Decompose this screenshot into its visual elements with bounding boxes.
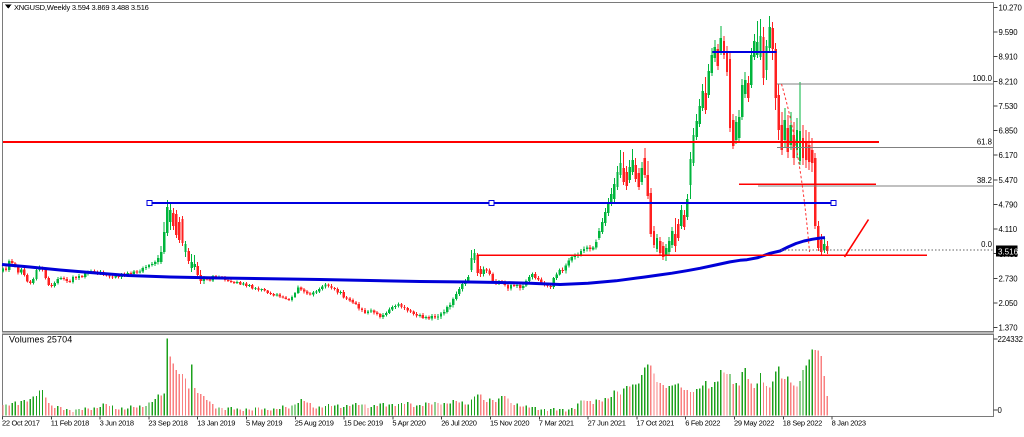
svg-text:8.910: 8.910: [999, 52, 1019, 61]
svg-text:Volumes 25704: Volumes 25704: [9, 335, 72, 345]
svg-text:7.530: 7.530: [999, 102, 1019, 111]
svg-text:29 May 2022: 29 May 2022: [734, 419, 774, 428]
svg-text:61.8: 61.8: [977, 138, 992, 147]
svg-text:15 Nov 2020: 15 Nov 2020: [490, 419, 529, 428]
svg-text:1.370: 1.370: [999, 324, 1019, 333]
svg-text:13 Jan 2019: 13 Jan 2019: [197, 419, 235, 428]
svg-text:5 Apr 2020: 5 Apr 2020: [392, 419, 425, 428]
svg-text:23 Sep 2018: 23 Sep 2018: [148, 419, 187, 428]
svg-text:11 Feb 2018: 11 Feb 2018: [51, 419, 89, 428]
svg-text:2.730: 2.730: [999, 275, 1019, 284]
svg-text:6.170: 6.170: [999, 151, 1019, 160]
svg-text:27 Jun 2021: 27 Jun 2021: [588, 419, 626, 428]
svg-text:3.516: 3.516: [998, 247, 1019, 256]
svg-text:7 Mar 2021: 7 Mar 2021: [539, 419, 574, 428]
svg-text:100.0: 100.0: [972, 74, 992, 83]
svg-text:XNGUSD,Weekly 3.594 3.869 3.4: XNGUSD,Weekly 3.594 3.869 3.488 3.516: [14, 3, 149, 12]
svg-text:38.2: 38.2: [977, 176, 992, 185]
svg-text:5 May 2019: 5 May 2019: [246, 419, 282, 428]
svg-text:26 Jul 2020: 26 Jul 2020: [441, 419, 477, 428]
svg-text:4.110: 4.110: [999, 225, 1018, 234]
svg-text:8 Jan 2023: 8 Jan 2023: [832, 419, 866, 428]
svg-text:18 Sep 2022: 18 Sep 2022: [783, 419, 822, 428]
svg-text:224332: 224332: [998, 335, 1023, 344]
svg-text:9.590: 9.590: [999, 28, 1019, 37]
svg-text:0.0: 0.0: [981, 240, 993, 249]
svg-text:8.210: 8.210: [999, 77, 1019, 86]
svg-text:10.270: 10.270: [999, 3, 1023, 12]
svg-text:15 Dec 2019: 15 Dec 2019: [344, 419, 383, 428]
svg-text:6.850: 6.850: [999, 126, 1019, 135]
svg-text:25 Aug 2019: 25 Aug 2019: [295, 419, 334, 428]
svg-text:17 Oct 2021: 17 Oct 2021: [636, 419, 674, 428]
svg-text:0: 0: [998, 406, 1003, 415]
svg-text:3 Jun 2018: 3 Jun 2018: [100, 419, 134, 428]
svg-text:5.470: 5.470: [999, 176, 1019, 185]
svg-text:2.050: 2.050: [999, 299, 1019, 308]
svg-text:4.790: 4.790: [999, 201, 1019, 210]
svg-text:22 Oct 2017: 22 Oct 2017: [2, 419, 40, 428]
svg-text:6 Feb 2022: 6 Feb 2022: [685, 419, 720, 428]
